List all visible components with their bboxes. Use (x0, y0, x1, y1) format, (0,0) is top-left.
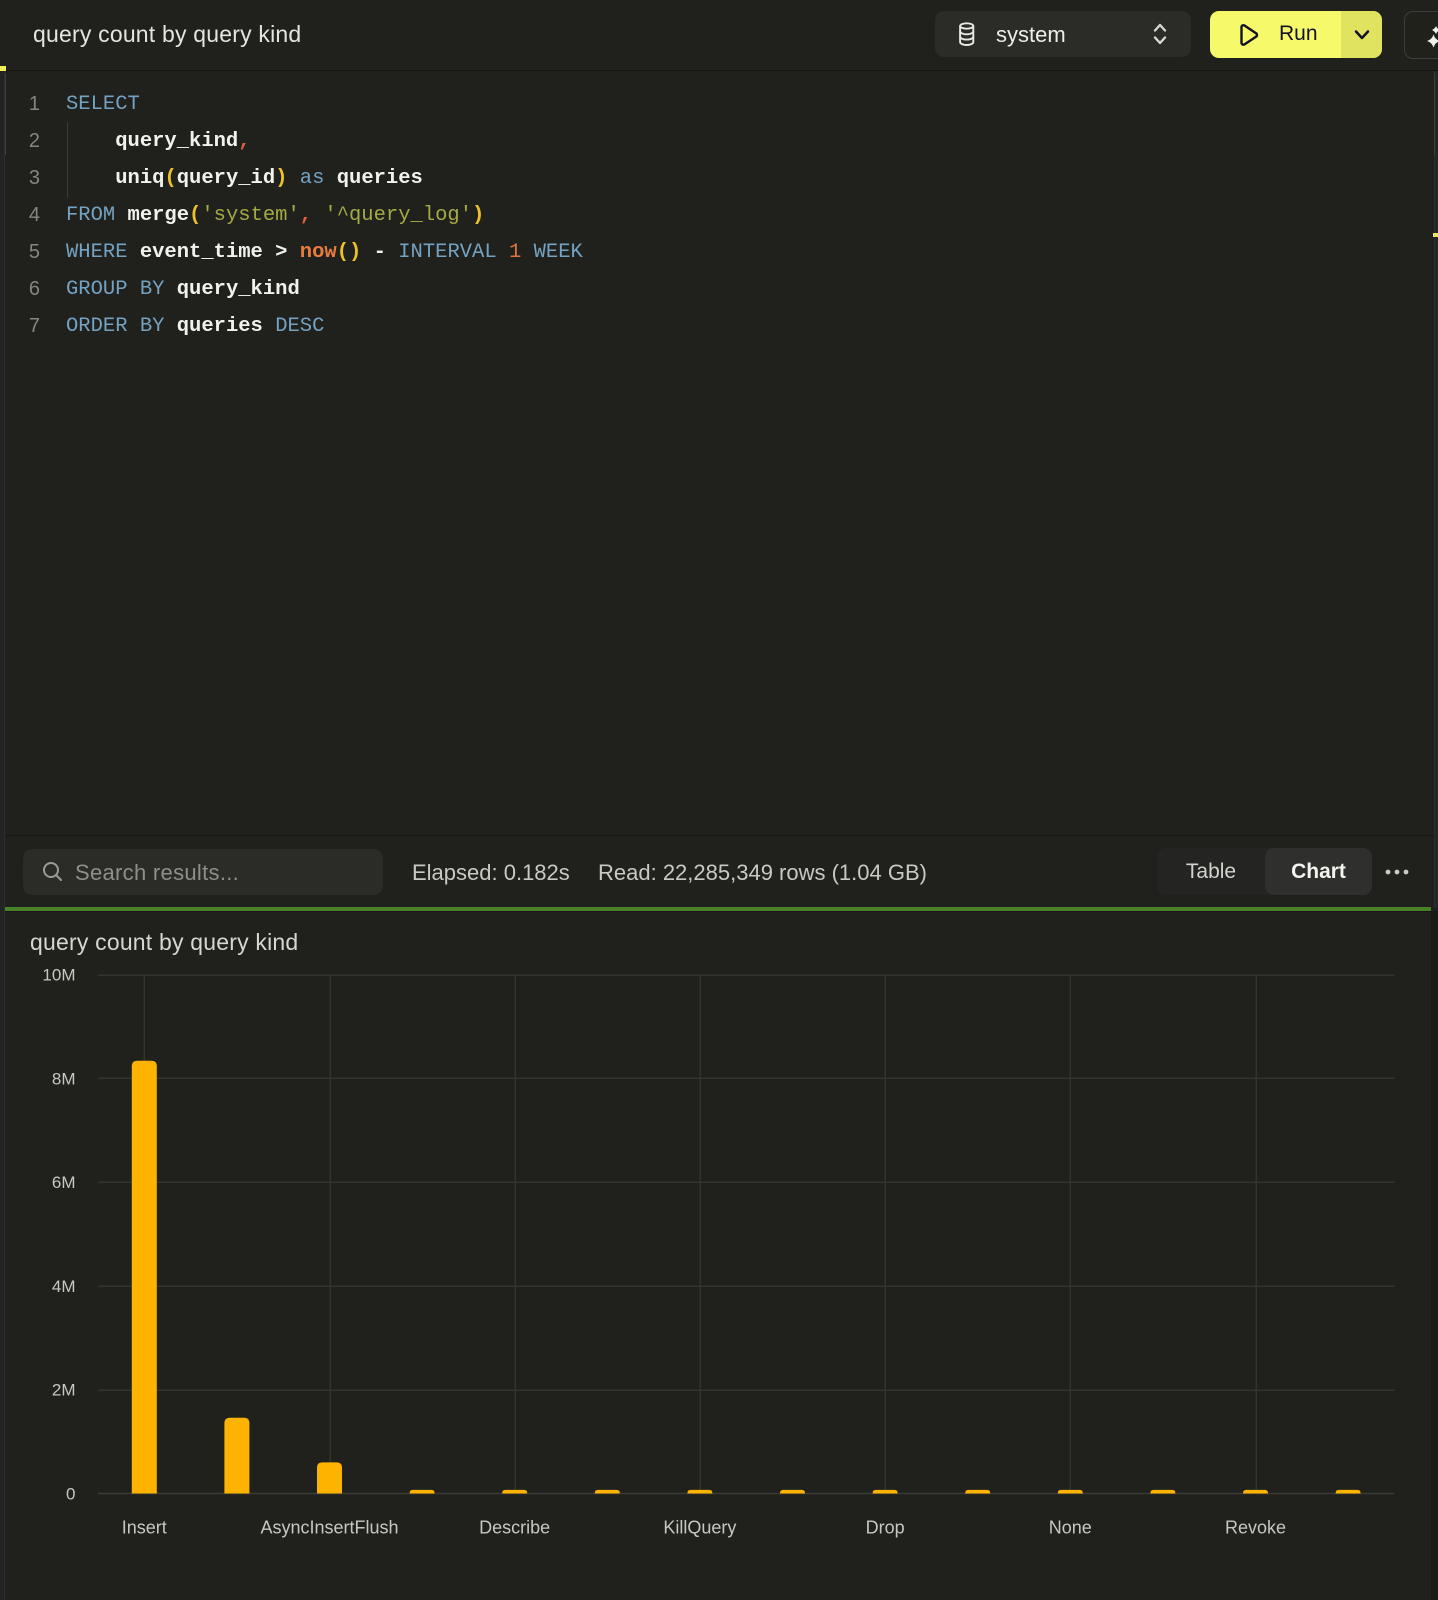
svg-text:10M: 10M (42, 966, 75, 985)
svg-text:6M: 6M (52, 1173, 76, 1192)
svg-text:8M: 8M (52, 1069, 76, 1088)
svg-text:KillQuery: KillQuery (663, 1518, 736, 1538)
svg-text:2M: 2M (52, 1381, 76, 1400)
svg-text:4M: 4M (52, 1277, 76, 1296)
svg-text:0: 0 (66, 1485, 75, 1504)
svg-text:None: None (1049, 1518, 1092, 1538)
svg-text:Describe: Describe (479, 1518, 550, 1538)
svg-text:AsyncInsertFlush: AsyncInsertFlush (260, 1518, 398, 1538)
svg-text:Drop: Drop (866, 1518, 905, 1538)
svg-text:Insert: Insert (122, 1518, 167, 1538)
svg-text:Revoke: Revoke (1225, 1518, 1286, 1538)
